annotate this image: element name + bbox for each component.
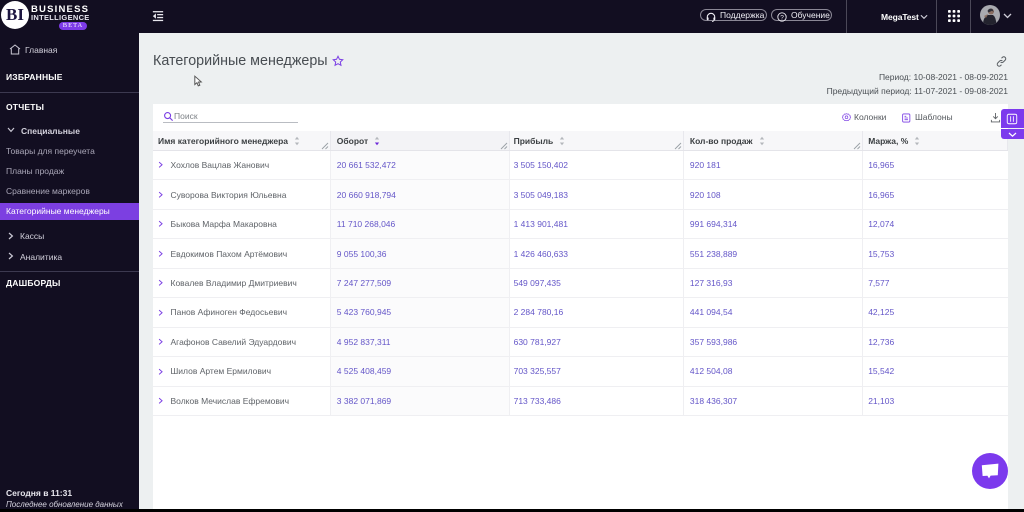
svg-text:?: ? xyxy=(780,14,784,21)
